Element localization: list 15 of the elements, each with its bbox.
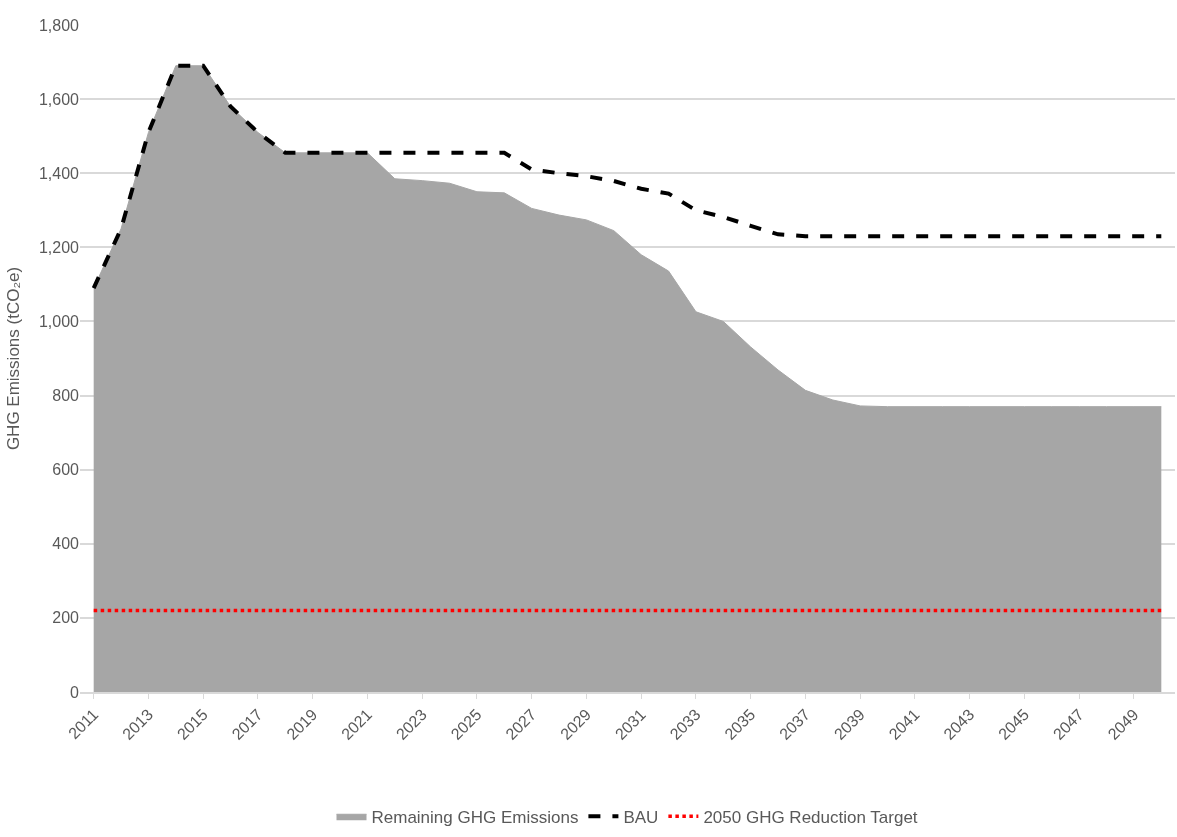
y-tick-label: 200 <box>52 609 80 627</box>
legend-label: Remaining GHG Emissions <box>371 807 579 827</box>
y-tick-label: 800 <box>52 387 80 405</box>
y-tick-label: 1,400 <box>38 164 80 182</box>
y-tick-label: 1,800 <box>38 16 80 34</box>
y-tick-label: 1,200 <box>38 238 80 256</box>
legend-label: BAU <box>623 807 659 827</box>
y-tick-label: 400 <box>52 535 80 553</box>
y-tick-label: 600 <box>52 461 80 479</box>
y-tick-label: 1,000 <box>38 313 80 331</box>
legend-label: 2050 GHG Reduction Target <box>703 807 918 827</box>
y-tick-label: 0 <box>70 683 80 701</box>
line-series <box>91 63 1164 291</box>
y-axis-title: GHG Emissions (tCO₂e) <box>3 266 23 451</box>
y-tick-label: 1,600 <box>38 90 80 108</box>
